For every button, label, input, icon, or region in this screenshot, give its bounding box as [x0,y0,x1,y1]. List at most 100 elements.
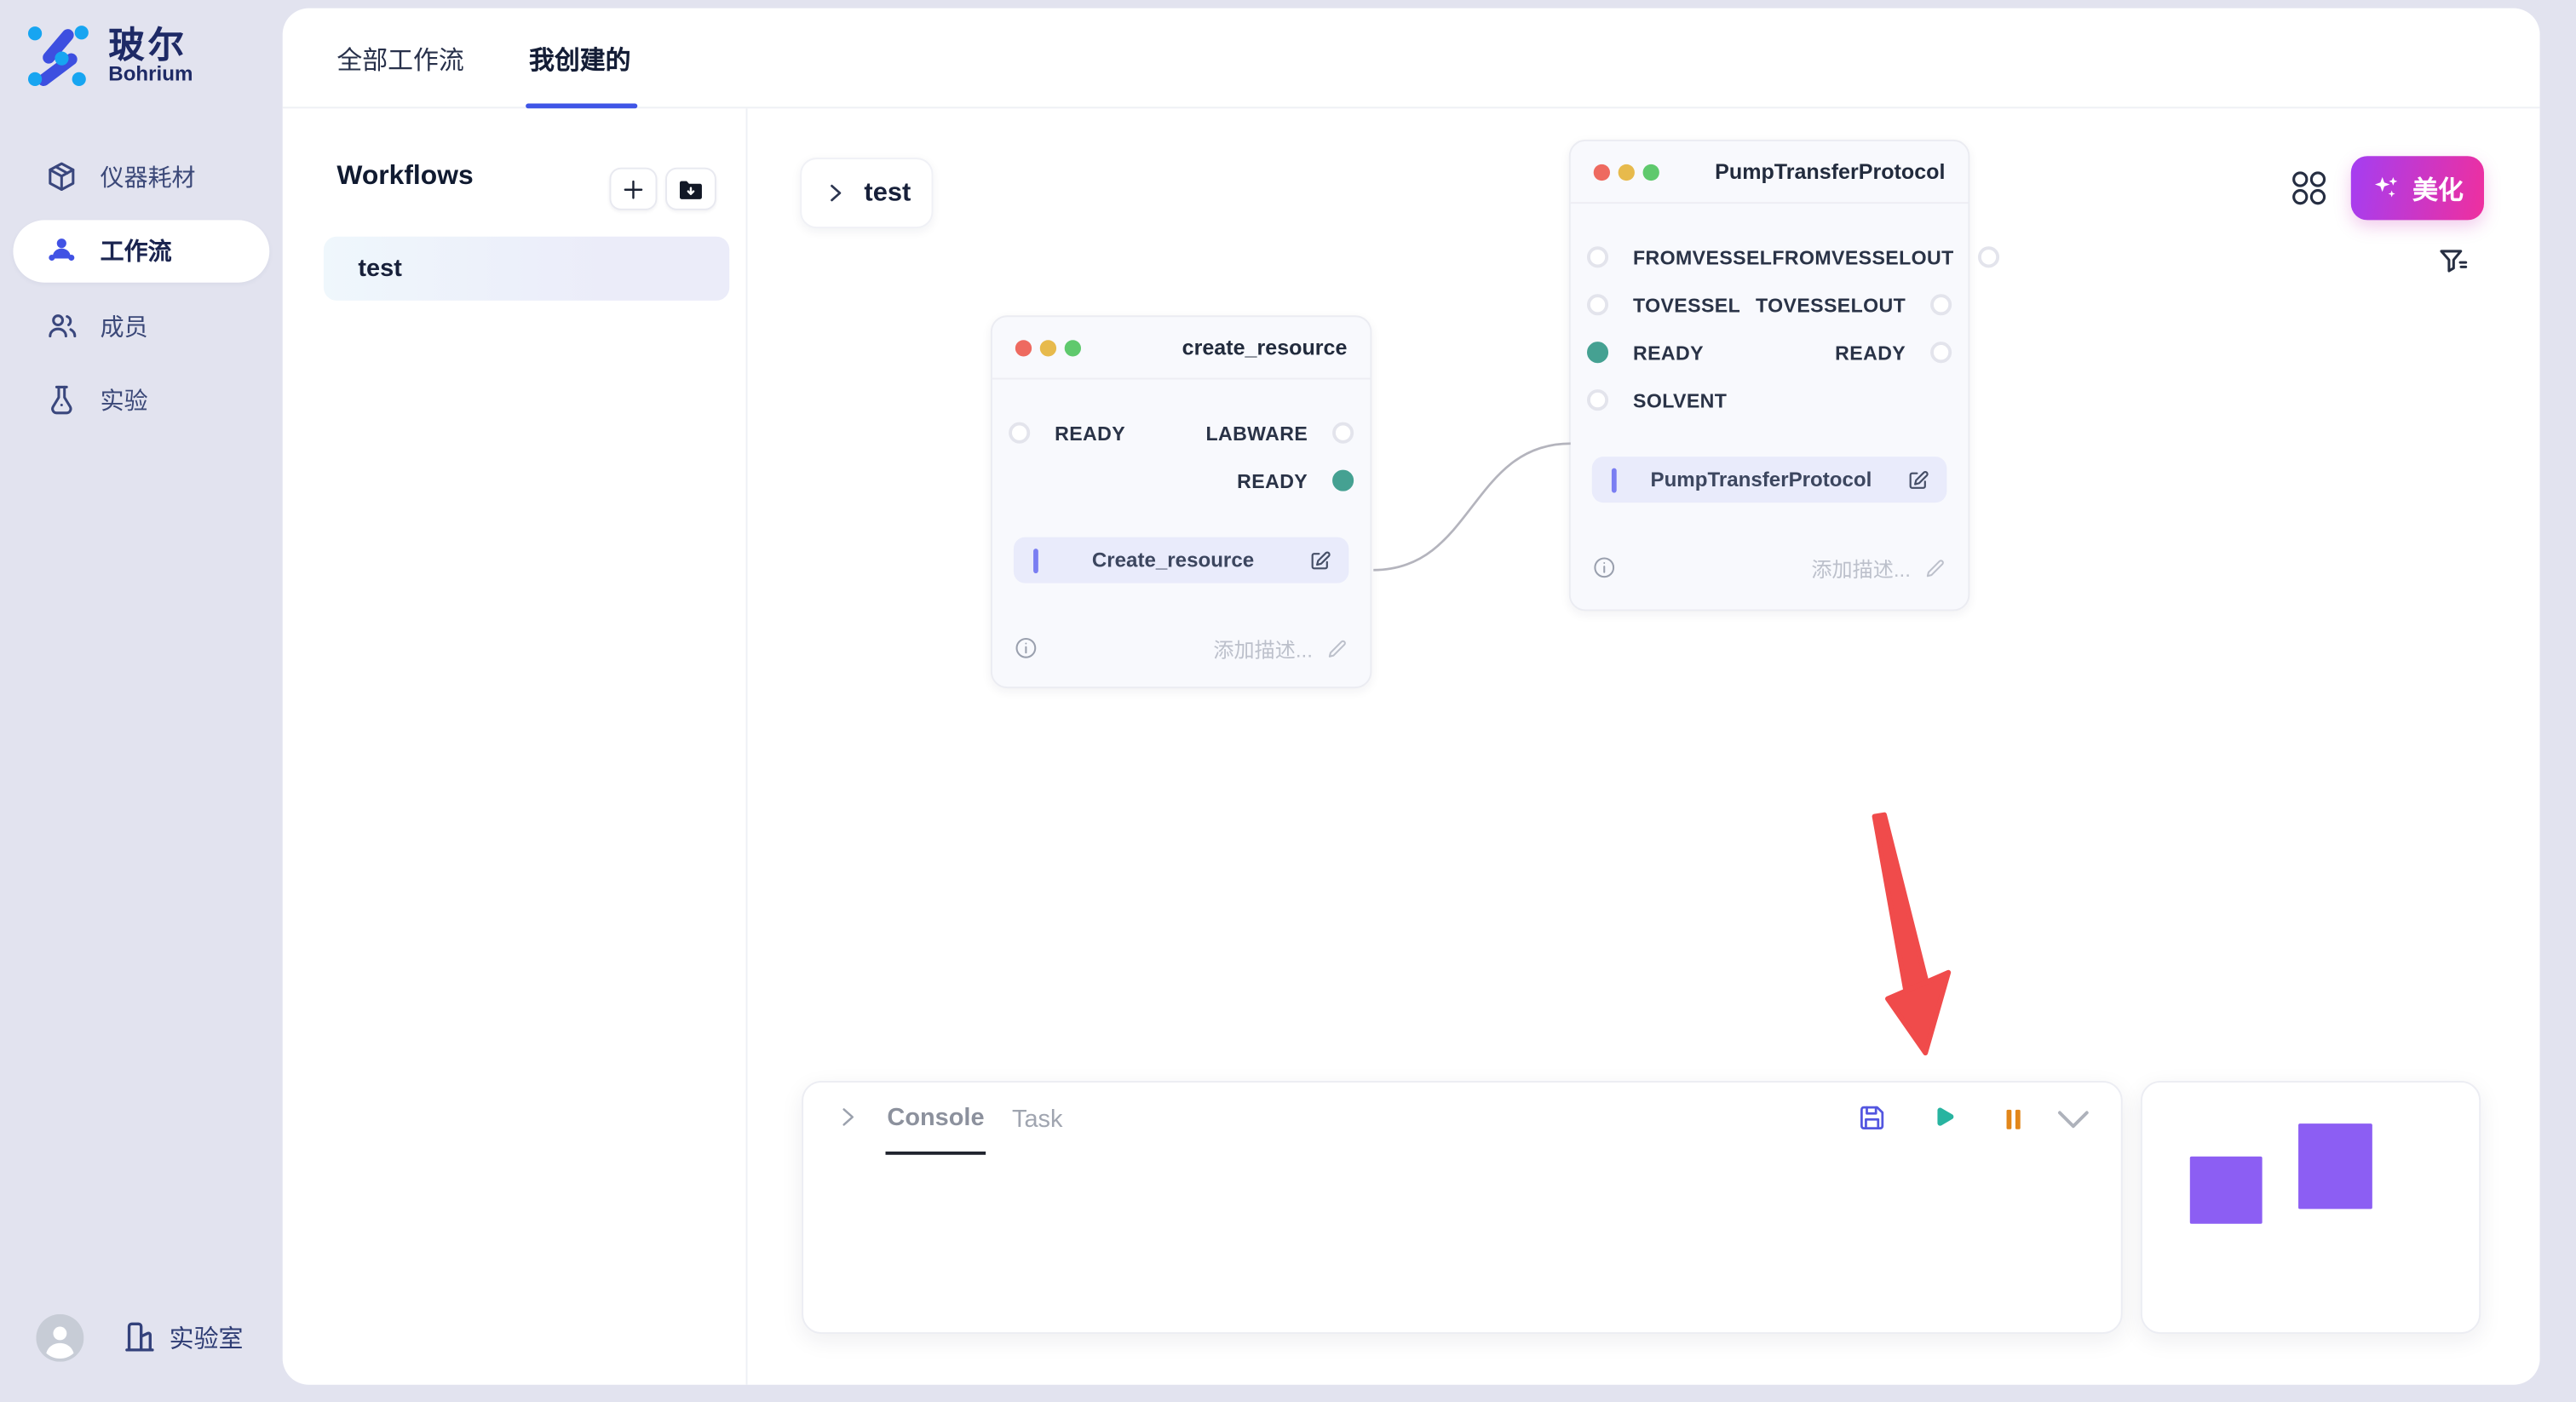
dot-yellow [1039,339,1057,356]
tab-created-by-me[interactable]: 我创建的 [526,9,638,109]
console-tab[interactable]: Console [885,1083,986,1155]
dot-yellow [1618,163,1635,181]
edit-icon[interactable] [1308,548,1332,572]
node-header: PumpTransferProtocol [1570,141,1969,204]
sidebar-item-experiments[interactable]: 实验 [13,369,269,431]
sidebar-item-instruments[interactable]: 仪器耗材 [13,145,269,207]
node-header: create_resource [992,317,1371,380]
input-port-fromvessel[interactable]: FROMVESSEL [1586,245,1773,269]
input-port-solvent[interactable]: SOLVENT [1586,388,1728,412]
port-label: LABWARE [1205,421,1308,445]
sidebar-nav: 仪器耗材 工作流 成员 [13,145,270,444]
input-port-ready[interactable]: READY [1009,422,1125,445]
port-label: FROMVESSEL [1632,245,1773,269]
info-icon[interactable] [1014,635,1038,660]
output-port-ready[interactable]: READY [1237,469,1354,492]
breadcrumb-label: test [864,178,911,207]
workflow-tabbar: 全部工作流 我创建的 [282,9,2540,109]
workflow-list-item-test[interactable]: test [323,236,730,301]
import-folder-button[interactable] [665,167,716,210]
dot-green [1064,339,1081,356]
minimap-node [2189,1156,2263,1224]
console-panel: Console Task [802,1080,2123,1334]
sidebar-item-label: 成员 [100,314,148,342]
port-label: SOLVENT [1632,388,1728,412]
action-accent-bar [1033,548,1038,573]
port-circle[interactable] [1586,246,1609,268]
port-circle[interactable] [1332,422,1354,444]
tab-all-workflows[interactable]: 全部工作流 [336,46,464,75]
port-label: TOVESSEL [1632,293,1741,317]
lab-label: 实验室 [169,1325,244,1353]
add-workflow-button[interactable] [609,167,658,210]
beautify-label: 美化 [2412,176,2464,205]
node-footer: 添加描述... [1592,552,1947,583]
dot-red [1593,163,1610,181]
collapse-chevron-icon[interactable] [2056,1107,2091,1132]
sidebar-item-label: 仪器耗材 [100,164,196,192]
building-icon [125,1323,154,1353]
minimap[interactable] [2140,1080,2481,1334]
save-icon[interactable] [1856,1102,1888,1134]
port-circle-connected[interactable] [1586,342,1609,364]
beautify-button[interactable]: 美化 [2350,156,2484,221]
output-port-ready[interactable]: READY [1835,341,1952,364]
avatar[interactable] [36,1314,84,1363]
output-port-tovesselout[interactable]: TOVESSELOUT [1756,293,1952,316]
sidebar-item-workflow[interactable]: 工作流 [13,219,270,282]
node-action-pump-transfer[interactable]: PumpTransferProtocol [1591,457,1947,503]
sidebar: 玻尔 Bohrium 仪器耗材 工作流 [0,0,283,1402]
filter-icon[interactable] [2436,244,2471,279]
port-circle-connected[interactable] [1332,469,1354,491]
package-icon [49,161,75,191]
port-label: READY [1835,341,1906,365]
node-footer: 添加描述... [1014,632,1348,664]
edit-icon[interactable] [1906,468,1930,492]
input-port-tovessel[interactable]: TOVESSEL [1586,293,1741,317]
plus-icon [624,179,643,198]
output-port-fromvesselout[interactable]: FROMVESSELOUT [1772,245,2000,268]
sidebar-item-members[interactable]: 成员 [13,294,269,356]
workflow-icon [49,238,75,261]
port-circle[interactable] [1930,342,1952,364]
pencil-icon[interactable] [1923,556,1946,579]
port-circle[interactable] [1586,294,1609,316]
port-circle[interactable] [1930,294,1952,316]
bohrium-logo-icon [27,26,89,87]
pause-icon[interactable] [1998,1104,2029,1135]
description-placeholder[interactable]: 添加描述... [1811,558,1911,582]
run-icon[interactable] [1927,1102,1958,1134]
breadcrumb[interactable]: test [800,158,934,229]
port-circle[interactable] [1009,422,1031,444]
description-placeholder[interactable]: 添加描述... [1213,639,1313,663]
lab-switcher[interactable]: 实验室 [122,1319,244,1355]
node-pump-transfer-protocol[interactable]: PumpTransferProtocol FROMVESSEL FROMVESS… [1568,139,2000,612]
dot-red [1015,339,1032,356]
task-tab[interactable]: Task [1011,1104,1063,1133]
node-action-create-resource[interactable]: Create_resource [1013,537,1349,583]
port-label: READY [1632,341,1704,365]
sparkles-icon [2375,176,2399,198]
workflows-panel: Workflows test [283,108,748,1385]
layout-grid-icon[interactable] [2290,170,2327,207]
node-title: PumpTransferProtocol [1715,159,1946,184]
minimap-node [2298,1123,2372,1210]
port-circle[interactable] [1978,246,2000,268]
sidebar-item-label: 实验 [100,389,148,416]
port-label: TOVESSELOUT [1756,293,1906,317]
action-label: PumpTransferProtocol [1650,468,1872,491]
traffic-dots [1593,163,1659,181]
sidebar-footer: 实验室 [0,1313,283,1366]
pencil-icon[interactable] [1325,636,1348,659]
traffic-dots [1015,339,1081,356]
node-create-resource[interactable]: create_resource READY LABWARE R [990,315,1372,689]
chevron-right-icon [831,184,842,202]
brand-subtitle: Bohrium [108,62,193,86]
brand-logo: 玻尔 Bohrium [25,21,193,90]
info-icon[interactable] [1592,555,1617,580]
port-label: READY [1237,468,1308,492]
input-port-ready[interactable]: READY [1586,341,1704,365]
port-circle[interactable] [1586,389,1609,411]
expand-chevron-icon[interactable] [837,1106,860,1129]
output-port-labware[interactable]: LABWARE [1205,422,1354,445]
